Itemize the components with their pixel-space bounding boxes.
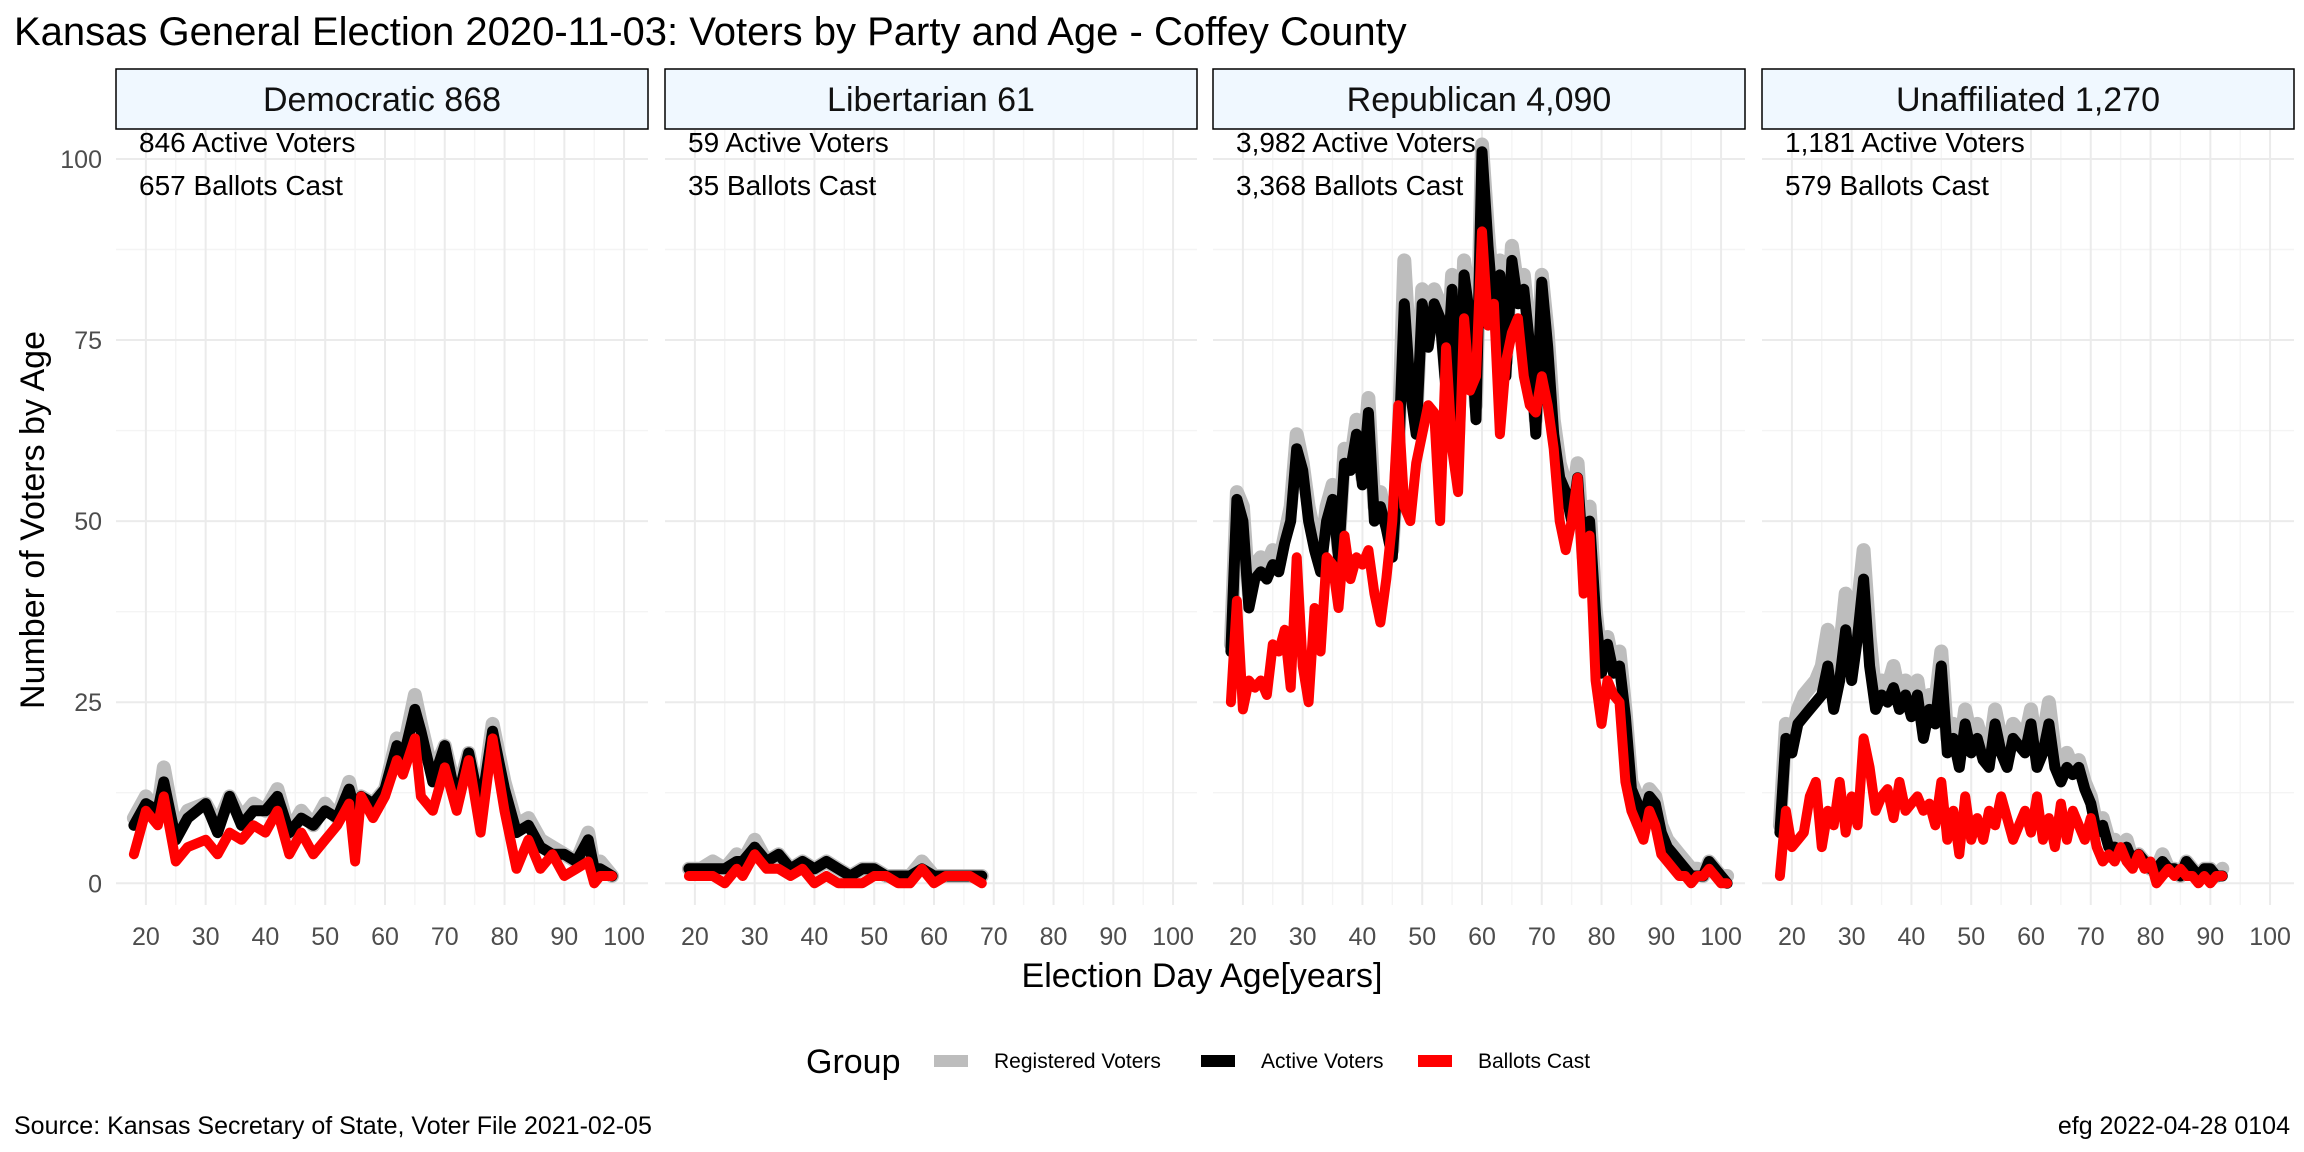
x-tick-label: 70	[2077, 923, 2105, 951]
series-ballots-cast-line	[128, 733, 618, 889]
panel-libertarian: Libertarian 61 59 Active Voters 35 Ballots…	[664, 68, 1198, 951]
y-tick-label: 0	[88, 870, 102, 898]
chart-title: Kansas General Election 2020-11-03: Vote…	[14, 10, 1407, 54]
x-tick-label: 30	[192, 923, 220, 951]
series-ballots-cast-line	[1225, 226, 1733, 889]
y-tick-label: 50	[74, 508, 102, 536]
x-tick-label: 70	[980, 923, 1008, 951]
x-tick-label: 20	[1229, 923, 1257, 951]
x-tick-label: 50	[311, 923, 339, 951]
x-tick-label: 100	[2249, 923, 2291, 951]
x-tick-label: 90	[2196, 923, 2224, 951]
y-tick-label: 100	[60, 146, 102, 174]
x-tick-label: 80	[2137, 923, 2165, 951]
legend-label-ballots-cast: Ballots Cast	[1478, 1050, 1590, 1073]
panel-annotation: 846 Active Voters	[139, 127, 355, 158]
x-tick-label: 40	[1898, 923, 1926, 951]
x-tick-label: 30	[741, 923, 769, 951]
panel-strip	[1212, 68, 1746, 130]
panel-annotation: 1,181 Active Voters	[1785, 127, 2025, 158]
panel-strip-label: Republican 4,090	[1347, 81, 1612, 119]
x-tick-label: 100	[1700, 923, 1742, 951]
x-tick-label: 90	[550, 923, 578, 951]
panel-unaffiliated: Unaffiliated 1,270 1,181 Active Voters 579…	[1761, 68, 2295, 951]
y-tick-label: 75	[74, 327, 102, 355]
x-tick-label: 70	[1528, 923, 1556, 951]
panels: Democratic 868 846 Active Voters 657 Ballo…	[115, 68, 2295, 951]
panel-annotation: 3,368 Ballots Cast	[1236, 170, 1463, 201]
y-axis: 0 25 50 75 100	[60, 146, 102, 898]
series-ballots-cast-line	[683, 849, 987, 889]
x-tick-label: 80	[491, 923, 519, 951]
x-tick-label: 80	[1588, 923, 1616, 951]
panel-annotation: 3,982 Active Voters	[1236, 127, 1476, 158]
series-ballots-cast-line	[1774, 733, 2228, 889]
panel-annotation: 579 Ballots Cast	[1785, 170, 1989, 201]
x-tick-label: 100	[1152, 923, 1194, 951]
panel-democratic: Democratic 868 846 Active Voters 657 Ballo…	[115, 68, 649, 951]
panel-strip	[1761, 68, 2295, 130]
timestamp-note: efg 2022-04-28 0104	[2058, 1112, 2290, 1140]
x-tick-label: 90	[1099, 923, 1127, 951]
x-tick-label: 20	[1778, 923, 1806, 951]
panel-strip	[115, 68, 649, 130]
panel-annotation: 35 Ballots Cast	[688, 170, 877, 201]
legend-label-active-voters: Active Voters	[1261, 1050, 1384, 1073]
panel-strip-label: Unaffiliated 1,270	[1896, 81, 2160, 119]
panel-republican: Republican 4,090 3,982 Active Voters 3,368…	[1212, 68, 1746, 951]
series-active-voters-line	[128, 703, 618, 882]
x-tick-label: 50	[1408, 923, 1436, 951]
x-tick-label: 60	[2017, 923, 2045, 951]
legend-label-registered-voters: Registered Voters	[994, 1050, 1161, 1073]
x-tick-label: 60	[920, 923, 948, 951]
x-tick-label: 100	[603, 923, 645, 951]
x-tick-label: 60	[371, 923, 399, 951]
panel-annotation: 657 Ballots Cast	[139, 170, 343, 201]
source-note: Source: Kansas Secretary of State, Voter…	[14, 1112, 652, 1140]
x-tick-label: 40	[252, 923, 280, 951]
panel-strip	[664, 68, 1198, 130]
x-tick-label: 50	[1957, 923, 1985, 951]
y-tick-label: 25	[74, 689, 102, 717]
x-tick-label: 30	[1289, 923, 1317, 951]
x-tick-label: 60	[1468, 923, 1496, 951]
x-tick-label: 40	[801, 923, 829, 951]
x-tick-label: 40	[1349, 923, 1377, 951]
x-axis-title: Election Day Age[years]	[1022, 957, 1383, 995]
x-tick-label: 70	[431, 923, 459, 951]
x-tick-label: 90	[1647, 923, 1675, 951]
x-tick-label: 30	[1838, 923, 1866, 951]
panel-strip-label: Democratic 868	[263, 81, 501, 119]
x-tick-label: 50	[860, 923, 888, 951]
legend: Group Registered Voters Active Voters Ballo…	[806, 1043, 1590, 1081]
panel-strip-label: Libertarian 61	[827, 81, 1035, 119]
legend-title: Group	[806, 1043, 901, 1081]
y-axis-title: Number of Voters by Age	[14, 331, 52, 709]
x-tick-label: 20	[132, 923, 160, 951]
x-tick-label: 80	[1040, 923, 1068, 951]
x-tick-label: 20	[681, 923, 709, 951]
panel-annotation: 59 Active Voters	[688, 127, 889, 158]
